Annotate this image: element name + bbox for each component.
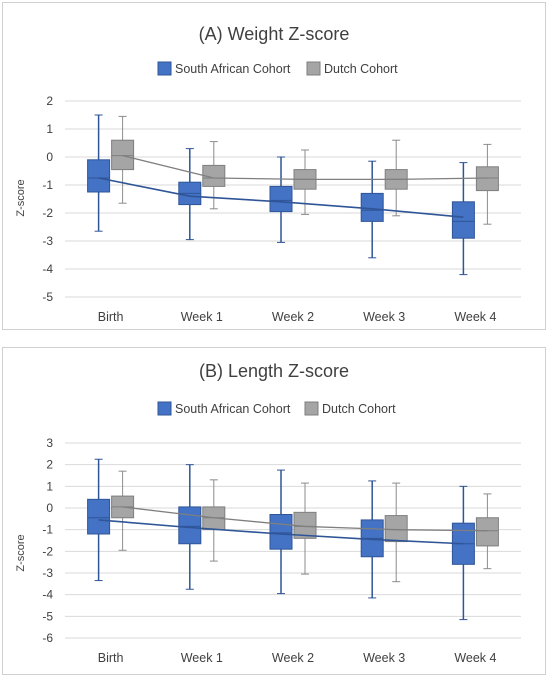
y-tick-label: -5 [42, 290, 53, 304]
length-chart: (B) Length Z-score South African Cohort … [15, 361, 521, 665]
trend-line [122, 506, 488, 532]
legend-swatch-dutch [304, 401, 319, 416]
y-tick-label: 0 [46, 150, 53, 164]
legend-label-dutch: Dutch Cohort [322, 402, 396, 416]
y-tick-label: 2 [46, 458, 53, 472]
box [269, 514, 293, 550]
y-tick-label: 0 [46, 501, 53, 515]
box [87, 498, 111, 535]
legend-label-dutch: Dutch Cohort [324, 62, 398, 76]
x-category-label: Birth [98, 651, 124, 665]
chart-title: (B) Length Z-score [199, 361, 349, 381]
weight-chart-panel: (A) Weight Z-score South African Cohort … [2, 2, 546, 330]
x-category-label: Week 4 [454, 651, 496, 665]
y-tick-label: 2 [46, 94, 53, 108]
box [475, 517, 499, 547]
y-tick-label: 1 [46, 122, 53, 136]
box [87, 159, 111, 193]
x-category-label: Week 4 [454, 310, 496, 324]
y-tick-label: -3 [42, 566, 53, 580]
y-axis-label: Z-score [15, 179, 27, 216]
x-category-label: Week 3 [363, 651, 405, 665]
x-category-label: Week 2 [272, 651, 314, 665]
box [360, 192, 384, 222]
trend-line [98, 519, 464, 545]
y-tick-label: 3 [46, 436, 53, 450]
length-chart-panel: (B) Length Z-score South African Cohort … [2, 347, 546, 675]
legend-swatch-sa [157, 61, 172, 76]
box [111, 139, 135, 171]
y-axis-label: Z-score [15, 534, 27, 571]
x-category-label: Birth [98, 310, 124, 324]
box [384, 515, 408, 543]
legend-swatch-dutch [306, 61, 321, 76]
trend-line [122, 154, 488, 181]
x-category-label: Week 3 [363, 310, 405, 324]
legend-swatch-sa [157, 401, 172, 416]
y-tick-label: -2 [42, 206, 53, 220]
y-tick-label: -2 [42, 544, 53, 558]
y-tick-label: 1 [46, 479, 53, 493]
box [451, 201, 475, 239]
box [178, 506, 202, 545]
weight-chart: (A) Weight Z-score South African Cohort … [15, 24, 521, 324]
y-tick-label: -5 [42, 609, 53, 623]
y-tick-label: -1 [42, 178, 53, 192]
plot-area: -5 -4 -3 -2 -1 0 1 2 Birth Week 1 Week 2 Week 3 Week… [42, 94, 521, 324]
legend-label-sa: South African Cohort [175, 402, 291, 416]
y-tick-label: -4 [42, 588, 53, 602]
x-category-label: Week 2 [272, 310, 314, 324]
box [269, 185, 293, 213]
chart-title: (A) Weight Z-score [199, 24, 350, 44]
y-tick-label: -6 [42, 631, 53, 645]
x-category-label: Week 1 [181, 651, 223, 665]
y-tick-label: -3 [42, 234, 53, 248]
legend-label-sa: South African Cohort [175, 62, 291, 76]
y-tick-label: -1 [42, 523, 53, 537]
trend-line [98, 177, 464, 218]
x-category-label: Week 1 [181, 310, 223, 324]
y-tick-label: -4 [42, 262, 53, 276]
plot-area: -6 -5 -4 -3 -2 -1 0 1 2 3 Birth Week 1 Week 2 Week 3 W… [42, 436, 521, 665]
